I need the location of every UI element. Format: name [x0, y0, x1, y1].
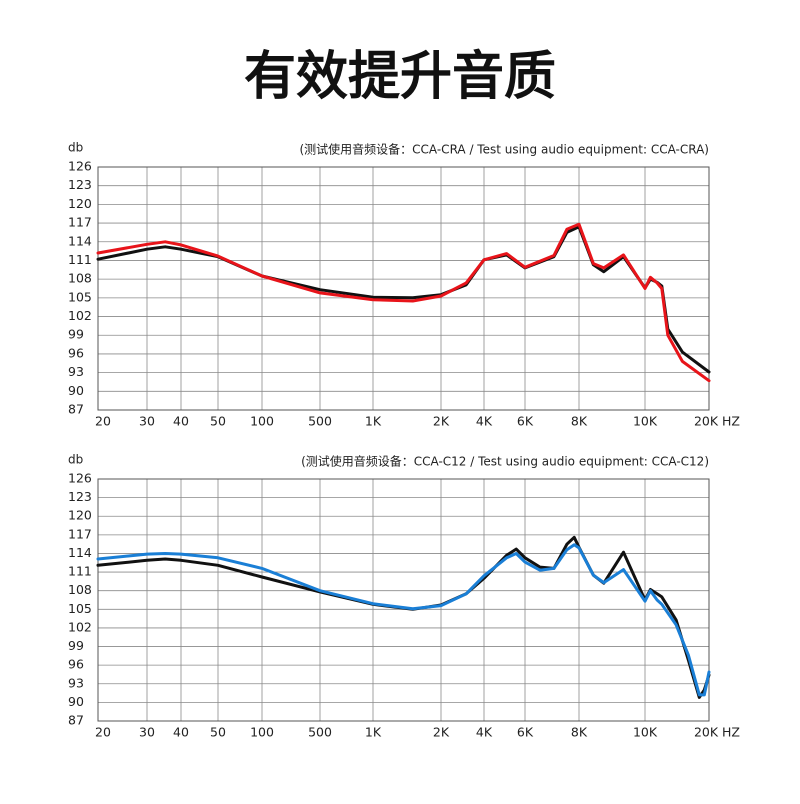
x-axis-label: HZ [722, 725, 740, 740]
y-tick-label: 117 [68, 526, 92, 541]
y-tick-label: 111 [68, 564, 92, 579]
y-tick-label: 102 [68, 308, 92, 323]
y-tick-label: 123 [68, 489, 92, 504]
x-tick-label: 500 [308, 414, 332, 429]
x-tick-label: 4K [476, 725, 493, 740]
y-tick-label: 90 [68, 694, 84, 709]
x-tick-label: 30 [139, 725, 155, 740]
x-tick-label: 40 [173, 414, 189, 429]
frequency-curve [96, 222, 711, 383]
y-tick-label: 111 [68, 252, 92, 267]
y-tick-label: 120 [68, 508, 92, 523]
y-tick-label: 108 [68, 271, 92, 286]
y-tick-label: 90 [68, 383, 84, 398]
y-tick-label: 93 [68, 364, 84, 379]
x-tick-label: 30 [139, 414, 155, 429]
x-tick-label: 2K [433, 414, 450, 429]
y-tick-label: 123 [68, 177, 92, 192]
x-tick-label: 1K [365, 725, 382, 740]
frequency-curve [96, 543, 711, 697]
y-axis-label: db [68, 453, 83, 467]
chart-note: (测试使用音频设备：CCA-CRA / Test using audio equ… [299, 142, 709, 157]
plot-frame [97, 166, 710, 411]
x-tick-label: 4K [476, 414, 493, 429]
x-tick-label: 1K [365, 414, 382, 429]
page-title: 有效提升音质 [244, 47, 556, 107]
y-tick-label: 126 [68, 159, 92, 174]
x-tick-label: 6K [517, 725, 534, 740]
y-tick-label: 108 [68, 582, 92, 597]
x-tick-label: 500 [308, 725, 332, 740]
y-tick-label: 96 [68, 345, 84, 360]
x-tick-label: 20 [95, 414, 111, 429]
frequency-curve [96, 535, 711, 699]
y-tick-label: 105 [68, 601, 92, 616]
y-tick-label: 93 [68, 675, 84, 690]
x-tick-label: 8K [571, 725, 588, 740]
x-tick-label: 10K [633, 414, 658, 429]
y-tick-label: 105 [68, 289, 92, 304]
x-tick-label: 50 [210, 725, 226, 740]
y-tick-label: 87 [68, 713, 84, 728]
y-tick-label: 102 [68, 619, 92, 634]
x-axis-label: HZ [722, 414, 740, 429]
y-tick-label: 114 [68, 545, 92, 560]
x-tick-label: 20K [694, 414, 719, 429]
y-tick-label: 96 [68, 657, 84, 672]
x-tick-label: 10K [633, 725, 658, 740]
x-tick-label: 100 [250, 725, 274, 740]
x-tick-label: 50 [210, 414, 226, 429]
x-tick-label: 100 [250, 414, 274, 429]
x-tick-label: 20 [95, 725, 111, 740]
x-tick-label: 40 [173, 725, 189, 740]
y-tick-label: 99 [68, 638, 84, 653]
y-tick-label: 126 [68, 471, 92, 486]
y-tick-label: 99 [68, 327, 84, 342]
plot-frame [97, 478, 710, 722]
x-tick-label: 2K [433, 725, 450, 740]
x-tick-label: 20K [694, 725, 719, 740]
y-tick-label: 114 [68, 233, 92, 248]
y-axis-label: db [68, 141, 83, 155]
y-tick-label: 117 [68, 215, 92, 230]
y-tick-label: 120 [68, 196, 92, 211]
x-tick-label: 8K [571, 414, 588, 429]
chart-note: (测试使用音频设备：CCA-C12 / Test using audio equ… [301, 454, 709, 469]
y-tick-label: 87 [68, 402, 84, 417]
x-tick-label: 6K [517, 414, 534, 429]
